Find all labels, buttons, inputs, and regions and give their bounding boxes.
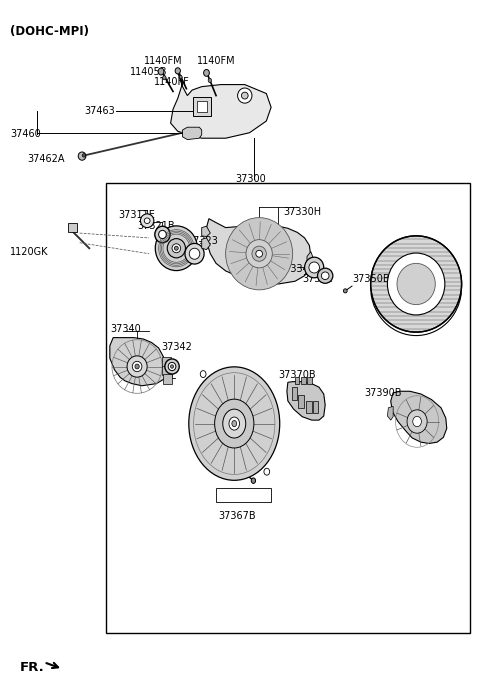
Ellipse shape [318,268,333,283]
Bar [197,101,207,112]
Text: 37370B: 37370B [278,370,316,380]
Ellipse shape [229,417,240,430]
Ellipse shape [241,92,248,99]
Text: (DOHC-MPI): (DOHC-MPI) [10,25,89,38]
Ellipse shape [371,236,462,332]
Ellipse shape [141,214,154,227]
Text: 37334: 37334 [278,264,309,274]
Text: 37462A: 37462A [27,154,64,164]
Bar [292,387,298,400]
Ellipse shape [172,244,180,253]
Bar [299,395,304,408]
Polygon shape [202,238,210,249]
Polygon shape [110,338,166,386]
Text: 37342: 37342 [161,342,192,352]
Ellipse shape [223,409,246,438]
Text: 1140FM: 1140FM [197,56,236,66]
Ellipse shape [167,238,185,258]
Ellipse shape [165,359,179,374]
Bar [68,223,77,232]
Text: 1140FM: 1140FM [144,56,183,66]
Ellipse shape [155,226,170,243]
Polygon shape [391,391,447,444]
Bar [106,183,470,633]
Ellipse shape [343,289,347,293]
Text: 37338C: 37338C [222,489,260,500]
Ellipse shape [238,88,252,103]
Polygon shape [307,251,314,270]
Ellipse shape [322,272,329,280]
Ellipse shape [204,70,209,76]
Text: 37323: 37323 [187,236,218,247]
Ellipse shape [179,75,182,79]
Ellipse shape [246,240,272,268]
Bar [313,401,319,413]
Ellipse shape [163,76,166,80]
Ellipse shape [407,410,427,433]
Text: 37340: 37340 [111,325,142,334]
Text: 37300: 37300 [235,174,266,185]
Text: 37390B: 37390B [364,388,402,398]
Ellipse shape [200,371,206,378]
Text: 37367B: 37367B [218,511,256,522]
Polygon shape [287,382,325,420]
Ellipse shape [185,243,204,264]
Bar [306,401,312,413]
Ellipse shape [387,253,445,315]
Text: 1120GK: 1120GK [10,247,49,257]
Ellipse shape [232,420,237,426]
Text: 37311E: 37311E [118,210,155,220]
Ellipse shape [215,399,254,448]
Ellipse shape [251,478,255,484]
Text: 37321B: 37321B [137,221,175,232]
Ellipse shape [174,246,178,250]
Polygon shape [182,127,202,140]
Ellipse shape [170,364,173,368]
Polygon shape [206,218,311,284]
Ellipse shape [256,250,263,257]
Bar [162,357,170,367]
Text: 37460: 37460 [10,129,41,139]
Ellipse shape [189,248,200,259]
Ellipse shape [189,367,280,480]
Ellipse shape [132,361,142,371]
Bar [163,374,171,384]
Ellipse shape [264,469,270,475]
Text: 37350B: 37350B [352,274,390,284]
Text: FR.: FR. [20,661,45,674]
Ellipse shape [156,226,197,271]
Bar [308,377,312,384]
Text: 1140FF: 1140FF [154,77,190,87]
Ellipse shape [226,218,293,290]
Ellipse shape [305,257,324,278]
Bar [295,377,300,384]
Ellipse shape [309,262,320,273]
Ellipse shape [144,218,150,223]
Ellipse shape [78,152,86,161]
Bar [301,377,306,384]
Ellipse shape [127,356,147,377]
Bar [162,366,170,376]
Ellipse shape [82,154,85,157]
Bar [216,489,271,502]
Text: 37332: 37332 [302,274,333,284]
Polygon shape [202,226,210,236]
Ellipse shape [135,364,139,369]
Ellipse shape [413,416,421,426]
Polygon shape [387,407,393,420]
Bar [193,97,211,116]
Ellipse shape [252,246,266,261]
Text: 37463: 37463 [84,105,115,116]
Ellipse shape [175,68,180,74]
Ellipse shape [208,79,212,83]
Ellipse shape [158,68,164,75]
Ellipse shape [168,362,176,371]
Text: 11405B: 11405B [130,67,168,76]
Polygon shape [170,73,271,138]
Ellipse shape [158,230,166,238]
Text: 37330H: 37330H [283,207,321,217]
Ellipse shape [397,263,435,305]
